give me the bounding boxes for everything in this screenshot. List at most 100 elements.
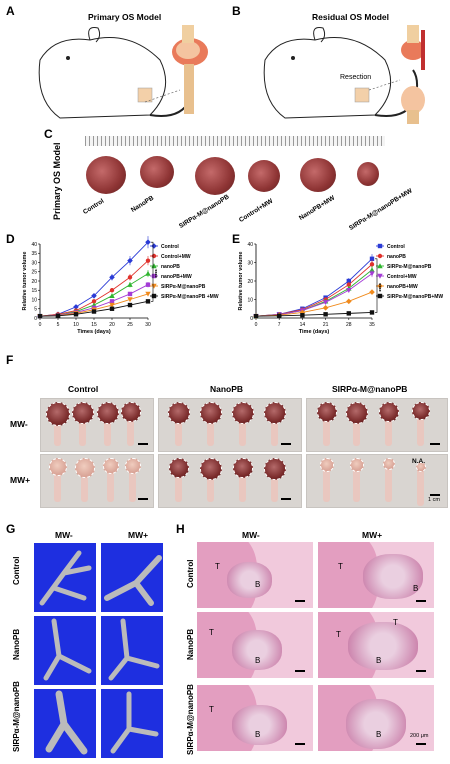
tumor-mass xyxy=(412,402,430,420)
tumor-mass xyxy=(75,458,95,478)
legend-label: Control xyxy=(387,244,405,250)
limb-specimen xyxy=(314,456,338,506)
scale-bar-h xyxy=(295,670,305,672)
x-tick-label: 28 xyxy=(346,322,352,328)
bone-marker-label: B xyxy=(413,584,419,593)
group-label-1: NanoPB xyxy=(130,194,156,214)
limb-bone xyxy=(353,463,360,502)
legend-marker xyxy=(151,273,157,279)
legend-label: Control+MW xyxy=(161,254,191,260)
panel-h-label: H xyxy=(176,522,185,536)
data-point xyxy=(346,311,351,316)
tumor-mass xyxy=(346,402,368,424)
tumor-mass xyxy=(72,402,94,424)
legend-label: nanoPB+MW xyxy=(387,284,418,290)
tumor-control-mw xyxy=(248,160,280,192)
limb-specimen xyxy=(408,400,432,450)
mouse-illustration-b xyxy=(263,25,425,124)
scale-bar-f xyxy=(430,443,440,445)
y-tick-label: 40 xyxy=(31,242,37,248)
panel-f-row-0: MW- xyxy=(10,419,28,429)
tumor-mass xyxy=(200,458,222,480)
x-tick-label: 7 xyxy=(278,322,281,328)
tumor-mass xyxy=(125,458,141,474)
bone-tissue xyxy=(346,699,406,749)
data-point xyxy=(73,304,79,310)
ct-control-mw-minus xyxy=(34,543,96,612)
data-point xyxy=(322,300,329,305)
mouse-illustration-a xyxy=(38,25,208,119)
limb-bone xyxy=(107,464,114,502)
panel-e-label: E xyxy=(232,232,241,246)
panel-f-col-1: NanoPB xyxy=(210,384,244,394)
limb-bone xyxy=(79,412,86,446)
panel-c-side-label: Primary OS Model xyxy=(52,142,62,220)
legend-label: nanoPB+MW xyxy=(161,274,192,280)
data-point xyxy=(91,299,97,304)
scale-bar-f xyxy=(430,494,440,496)
data-point xyxy=(127,302,133,308)
ruler xyxy=(85,136,385,146)
legend-marker xyxy=(151,283,157,289)
scale-bar-h xyxy=(295,743,305,745)
limb-specimen xyxy=(98,456,122,506)
limb-bone xyxy=(271,412,278,446)
limb-specimen xyxy=(45,456,69,506)
y-tick-label: 20 xyxy=(31,279,37,285)
legend-label: Control+MW xyxy=(387,274,417,280)
limb-specimen xyxy=(45,400,70,450)
data-point xyxy=(346,298,352,305)
scale-bar-h xyxy=(416,670,426,672)
limb-bone xyxy=(385,410,392,446)
limb-bone xyxy=(239,466,246,502)
limb-bone xyxy=(385,462,392,502)
significance-bracket xyxy=(151,241,154,302)
data-point xyxy=(346,278,351,284)
panel-g-row-0: Control xyxy=(12,556,21,585)
x-tick-label: 30 xyxy=(145,322,151,328)
series-line xyxy=(255,291,373,317)
tumor-mass xyxy=(103,458,119,474)
x-tick-label: 0 xyxy=(255,322,258,328)
series-line xyxy=(255,269,373,317)
legend-label: Control xyxy=(161,244,179,250)
legend-marker xyxy=(151,293,157,299)
tumor-marker-label: T xyxy=(209,705,214,714)
limb-specimen xyxy=(198,400,222,450)
tumor-mass xyxy=(121,402,141,422)
x-tick-label: 35 xyxy=(369,322,375,328)
y-tick-label: 35 xyxy=(31,251,37,257)
panel-f-col-2: SIRPα-M@nanoPB xyxy=(332,384,408,394)
data-point xyxy=(109,293,115,298)
tumor-sirpa-mw xyxy=(357,162,379,186)
panel-h-col-0: MW- xyxy=(242,530,260,540)
y-tick-label: 25 xyxy=(31,270,37,276)
x-tick-label: 21 xyxy=(323,322,329,328)
data-point xyxy=(55,313,61,318)
ct-nanopb-mw-minus xyxy=(34,616,96,685)
data-point xyxy=(145,282,151,287)
data-point xyxy=(300,313,305,318)
y-tick-label: 10 xyxy=(247,297,253,303)
bone-tissue xyxy=(232,705,287,745)
bone-marker-label: B xyxy=(255,730,261,739)
scale-bar-h xyxy=(416,743,426,745)
group-label-4: NanoPB+MW xyxy=(298,194,337,222)
limb-specimen xyxy=(376,400,400,450)
tumor-marker-label: T xyxy=(338,562,343,571)
limb-bone xyxy=(104,412,111,446)
panel-f-label: F xyxy=(6,353,14,367)
tumor-mass xyxy=(383,458,395,470)
limb-specimen xyxy=(376,456,400,506)
ct-sirpa-mw-plus xyxy=(101,689,163,758)
data-point xyxy=(277,313,282,318)
tumor-mass xyxy=(416,462,426,472)
limb-bone xyxy=(323,410,330,446)
tumor-mass xyxy=(232,402,254,424)
data-point xyxy=(127,257,133,264)
panel-g-col-1: MW+ xyxy=(128,530,149,540)
y-tick-label: 30 xyxy=(247,260,253,266)
significance-label: **** xyxy=(155,268,161,277)
data-point xyxy=(369,267,375,273)
legend-marker xyxy=(151,263,157,269)
